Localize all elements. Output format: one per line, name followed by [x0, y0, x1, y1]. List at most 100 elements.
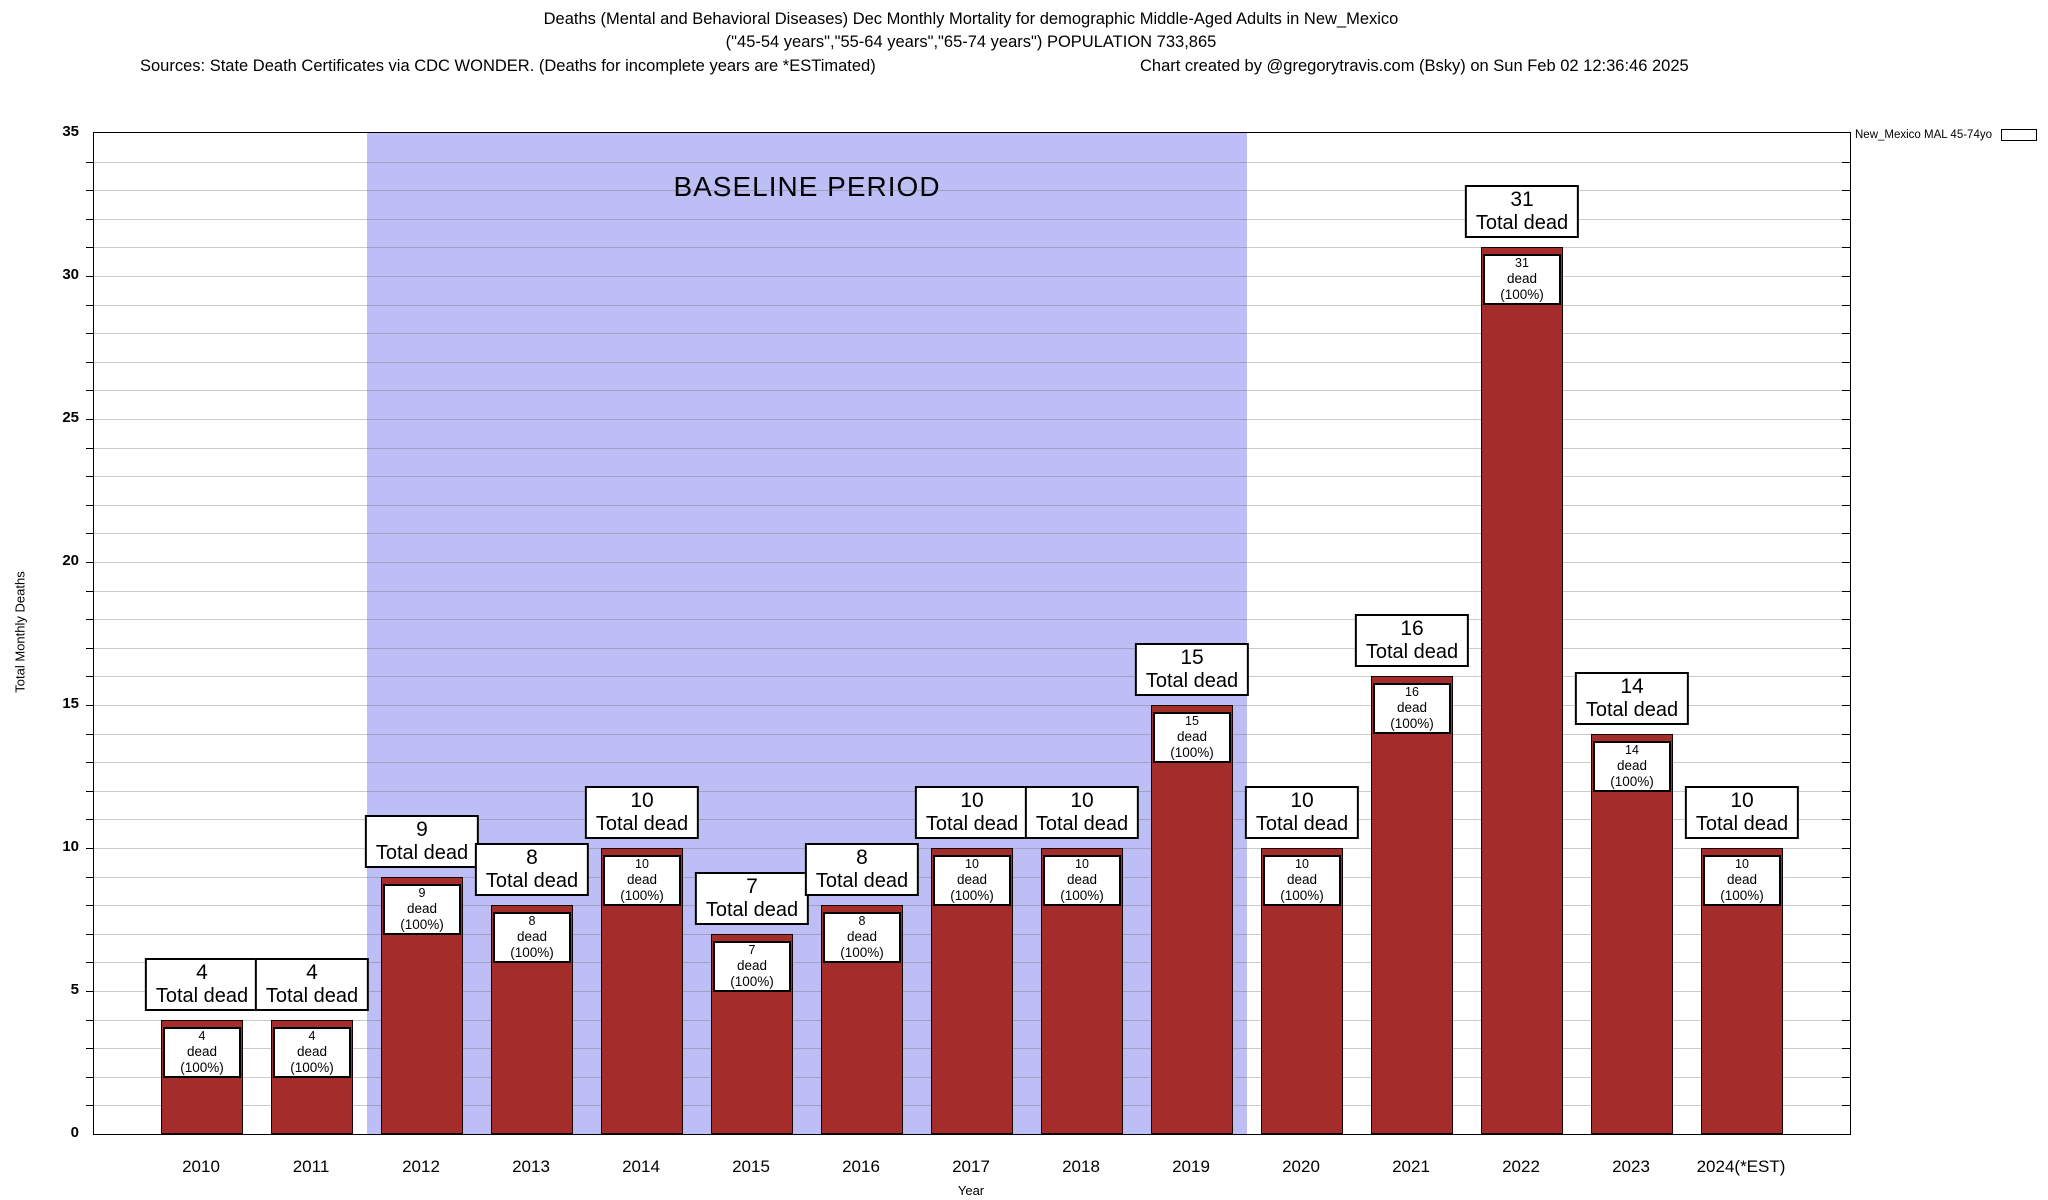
gridline	[94, 190, 1850, 192]
tick-mark	[1842, 733, 1850, 735]
x-tick-label: 2012	[402, 1157, 440, 1176]
gridline	[94, 161, 1850, 163]
tick-mark	[1842, 762, 1850, 764]
gridline	[94, 504, 1850, 506]
bar-inner-label: 10 dead (100%)	[1043, 855, 1121, 906]
x-tick-label: 2016	[842, 1157, 880, 1176]
bar-inner-label: 10 dead (100%)	[1263, 855, 1341, 906]
gridline	[94, 390, 1850, 392]
tick-mark	[86, 848, 94, 849]
bar-total-label: 10 Total dead	[584, 786, 700, 839]
gridline	[94, 276, 1850, 277]
legend: New_Mexico MAL 45-74yo	[1855, 129, 2037, 141]
bar-inner-label: 16 dead (100%)	[1373, 683, 1451, 735]
bar-total-label: 10 Total dead	[1244, 786, 1360, 839]
tick-mark	[86, 218, 94, 220]
tick-mark	[1842, 190, 1850, 192]
gridline	[94, 304, 1850, 306]
tick-mark	[1842, 390, 1850, 392]
gridline	[94, 676, 1850, 678]
bar-total-label: 4 Total dead	[254, 957, 370, 1011]
bar-inner-label: 10 dead (100%)	[603, 855, 681, 906]
bar-total-label: 10 Total dead	[914, 786, 1030, 839]
tick-mark	[1842, 676, 1850, 678]
tick-mark	[86, 819, 94, 821]
bar-total-label: 4 Total dead	[144, 957, 260, 1011]
tick-mark	[86, 533, 94, 535]
bar-inner-label: 9 dead (100%)	[383, 883, 461, 935]
tick-mark	[1842, 419, 1850, 420]
tick-mark	[1842, 1048, 1850, 1050]
x-tick-label: 2015	[732, 1157, 770, 1176]
bar-inner-label: 8 dead (100%)	[823, 912, 901, 964]
tick-mark	[86, 276, 94, 277]
tick-mark	[1842, 590, 1850, 592]
x-tick-label: 2022	[1502, 1157, 1540, 1176]
x-tick-label: 2011	[292, 1157, 330, 1176]
tick-mark	[86, 933, 94, 935]
legend-label: New_Mexico MAL 45-74yo	[1855, 129, 1992, 141]
x-tick-label: 2024(*EST)	[1696, 1157, 1786, 1176]
tick-mark	[1842, 1105, 1850, 1107]
tick-mark	[86, 562, 94, 563]
baseline-label: BASELINE PERIOD	[673, 171, 941, 202]
bar-total-label: 16 Total dead	[1354, 614, 1470, 668]
bar-inner-label: 4 dead (100%)	[163, 1026, 241, 1078]
y-tick-label: 35	[62, 123, 79, 140]
bar-total-label: 10 Total dead	[1024, 786, 1140, 839]
tick-mark	[1842, 1019, 1850, 1021]
tick-mark	[86, 419, 94, 420]
bar-inner-label: 7 dead (100%)	[713, 940, 791, 992]
bar-total-label: 7 Total dead	[694, 871, 810, 925]
bar-2021	[1371, 676, 1453, 1134]
x-tick-label: 2020	[1282, 1157, 1320, 1176]
y-tick-label: 15	[62, 695, 79, 712]
bar-inner-label: 8 dead (100%)	[493, 912, 571, 964]
tick-mark	[1842, 476, 1850, 478]
page-title-line2: ("45-54 years","55-64 years","65-74 year…	[725, 33, 1217, 51]
tick-mark	[86, 476, 94, 478]
tick-mark	[86, 1048, 94, 1050]
tick-mark	[1842, 619, 1850, 621]
bar-inner-label: 4 dead (100%)	[273, 1026, 351, 1078]
tick-mark	[86, 619, 94, 621]
gridline	[94, 705, 1850, 706]
gridline	[94, 733, 1850, 735]
gridline	[94, 361, 1850, 363]
tick-mark	[1842, 1076, 1850, 1078]
bar-inner-label: 15 dead (100%)	[1153, 712, 1231, 763]
y-tick-label: 30	[62, 266, 79, 283]
bar-inner-label: 31 dead (100%)	[1483, 254, 1561, 306]
gridline	[94, 447, 1850, 449]
tick-mark	[1842, 533, 1850, 535]
tick-mark	[1842, 247, 1850, 249]
tick-mark	[86, 333, 94, 335]
x-tick-label: 2013	[512, 1157, 550, 1176]
page-title-line1: Deaths (Mental and Behavioral Diseases) …	[543, 10, 1399, 28]
tick-mark	[86, 304, 94, 306]
tick-mark	[1842, 962, 1850, 964]
tick-mark	[86, 733, 94, 735]
tick-mark	[86, 647, 94, 649]
tick-mark	[86, 590, 94, 592]
tick-mark	[86, 1105, 94, 1107]
tick-mark	[1842, 447, 1850, 449]
bar-2023	[1591, 733, 1673, 1134]
tick-mark	[1842, 819, 1850, 821]
gridline	[94, 562, 1850, 563]
gridline	[94, 590, 1850, 592]
tick-mark	[86, 1076, 94, 1078]
x-axis-title: Year	[957, 1183, 985, 1198]
y-axis-title: Total Monthly Deaths	[12, 571, 28, 693]
tick-mark	[1842, 333, 1850, 335]
tick-mark	[86, 905, 94, 907]
tick-mark	[1842, 933, 1850, 935]
bar-total-label: 15 Total dead	[1134, 643, 1250, 696]
sources-note: Sources: State Death Certificates via CD…	[140, 57, 876, 75]
tick-mark	[1842, 790, 1850, 792]
bar-inner-label: 10 dead (100%)	[1703, 855, 1781, 906]
plot-area: BASELINE PERIOD 4 dead (100%) 4 Total dead 4…	[86, 132, 1851, 1135]
tick-mark	[1842, 161, 1850, 163]
tick-mark	[86, 991, 94, 992]
tick-mark	[1842, 504, 1850, 506]
